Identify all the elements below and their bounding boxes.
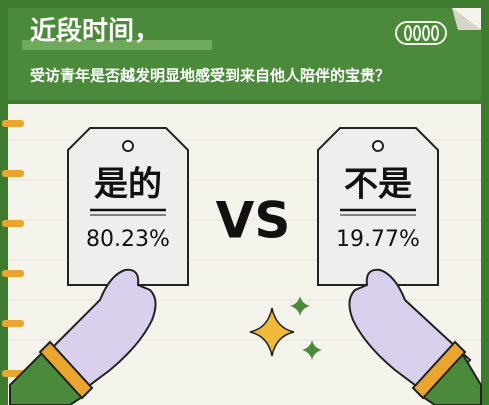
option-value: 80.23% — [86, 227, 170, 252]
option-label: 是的 — [94, 165, 162, 205]
title: 近段时间， — [30, 16, 160, 47]
tag — [67, 127, 189, 286]
cuff — [411, 340, 467, 400]
tag — [317, 127, 439, 286]
spiral-binding — [2, 120, 24, 377]
tag-hole — [372, 140, 384, 152]
sleeve — [9, 348, 87, 405]
option-label: 不是 — [344, 165, 412, 205]
sleeve — [418, 348, 482, 405]
ring-icon — [395, 21, 447, 45]
cuff — [38, 340, 94, 400]
page-fold — [452, 8, 481, 30]
star — [249, 307, 295, 357]
question: 受访青年是否越发明显地感受到来自他人陪伴的宝贵？ — [30, 67, 390, 85]
option-value: 19.77% — [336, 227, 420, 252]
title-highlight — [22, 40, 212, 50]
versus: VS — [216, 192, 291, 250]
star — [290, 296, 310, 316]
star — [302, 340, 322, 360]
tag-hole — [122, 140, 134, 152]
